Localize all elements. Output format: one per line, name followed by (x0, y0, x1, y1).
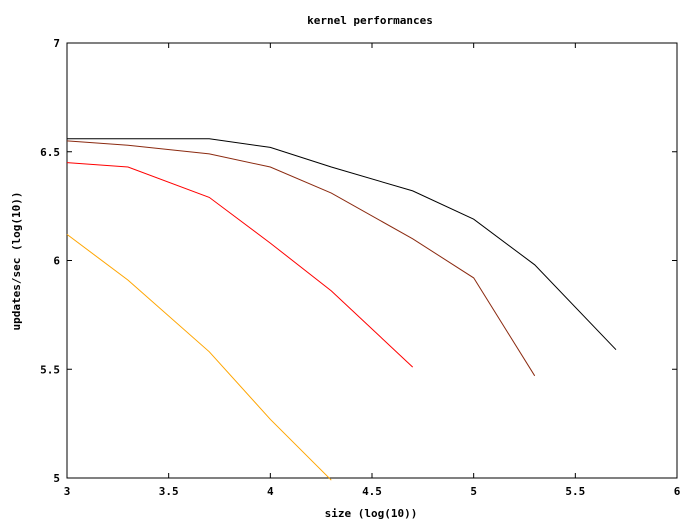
series-line-3 (66, 162, 414, 368)
y-tick-label: 5.5 (40, 363, 60, 376)
x-tick-label: 4 (267, 485, 274, 498)
x-tick-label: 4.5 (362, 485, 382, 498)
series-group (66, 138, 617, 481)
x-tick-label: 3.5 (159, 485, 179, 498)
x-tick-label: 6 (674, 485, 681, 498)
y-tick-label: 5 (53, 472, 60, 485)
series-line-4 (66, 233, 332, 481)
chart-title: kernel performances (307, 14, 433, 27)
x-tick-label: 3 (64, 485, 71, 498)
series-line-2 (66, 140, 536, 377)
series-line-1 (67, 138, 617, 351)
y-axis-label: updates/sec (log(10)) (10, 191, 23, 330)
x-axis-label: size (log(10)) (325, 507, 418, 520)
x-tick-label: 5 (470, 485, 477, 498)
y-tick-label: 6.5 (40, 146, 60, 159)
y-tick-label: 7 (53, 37, 60, 50)
y-tick-label: 6 (53, 255, 60, 268)
ticks: 3 3.5 4 4.5 5 5.5 6 5 5.5 6 6.5 7 (40, 37, 681, 498)
x-tick-label: 5.5 (565, 485, 585, 498)
